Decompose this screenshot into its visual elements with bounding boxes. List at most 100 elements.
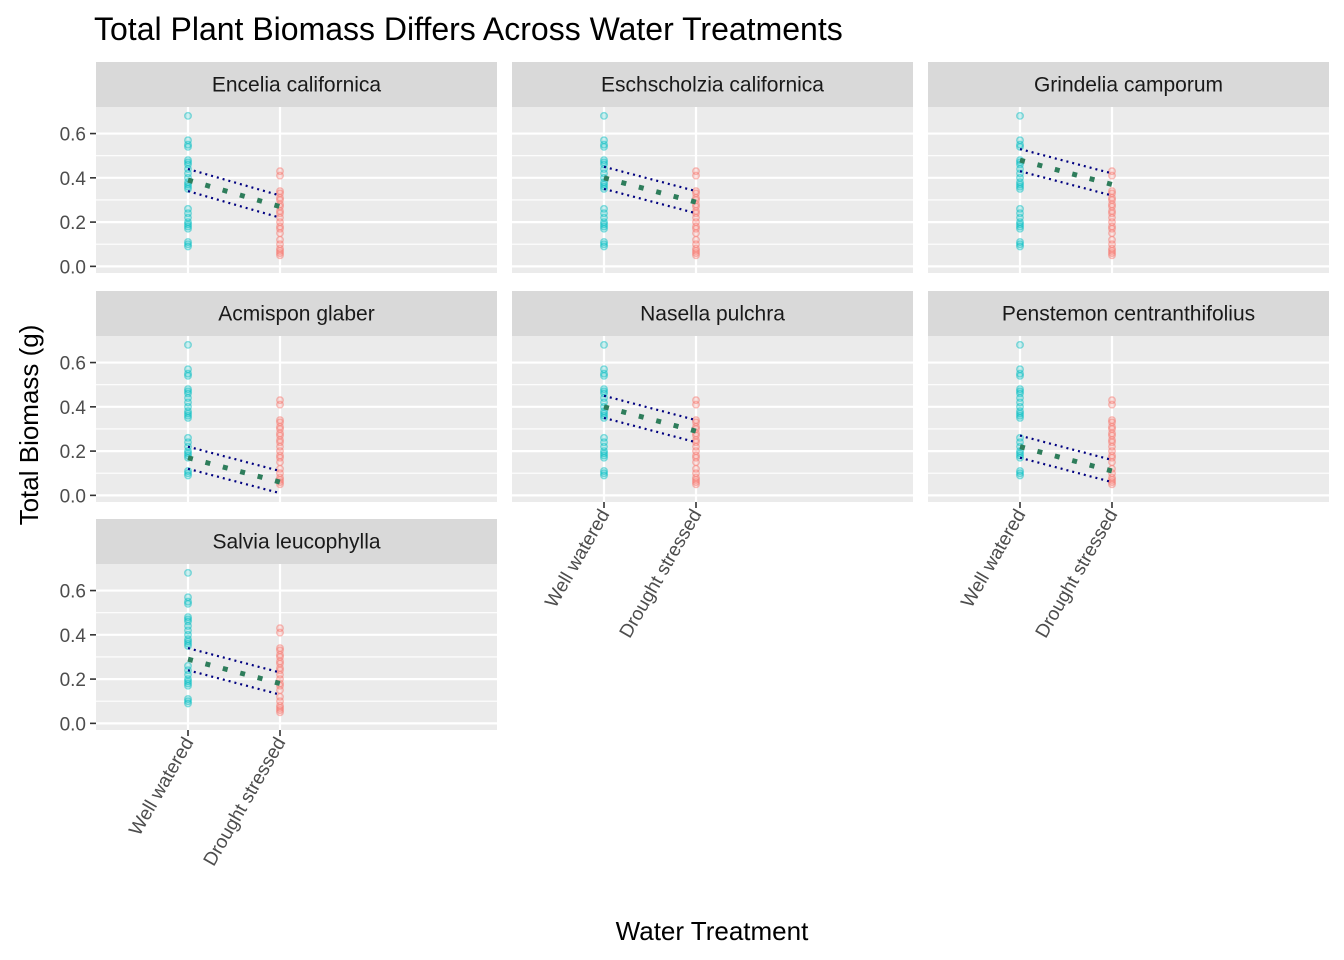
data-point [276,701,285,710]
data-point [183,675,192,684]
data-point [276,416,285,425]
data-point [183,389,192,398]
data-point [183,699,192,708]
data-point [600,467,609,476]
data-point [276,251,285,260]
ci-upper-line [187,647,281,674]
data-point [183,613,192,622]
data-point [600,204,609,213]
data-point [1107,442,1116,451]
data-point [1107,251,1116,260]
data-point [276,464,285,473]
points-salvia-leucophylla [183,568,285,717]
data-point [276,249,285,258]
strip-label-salvia-leucophylla: Salvia leucophylla [212,531,380,554]
facet-penstemon-centranthifolius: Penstemon centranthifolius [928,291,1329,502]
data-point [276,193,285,202]
data-point [276,708,285,717]
ci-lower-line [1019,170,1113,197]
data-point [276,167,285,176]
data-point [276,670,285,679]
data-point [276,222,285,231]
ci-upper-line [603,394,697,422]
data-point [1016,224,1025,233]
data-point [692,442,701,451]
data-point [276,209,285,218]
data-point [1016,413,1025,422]
ci-lower-line [187,669,281,696]
data-point [276,429,285,438]
ci-lower-line [603,187,697,215]
data-point [1016,449,1025,458]
y-tick-label: 0.2 [60,670,86,691]
data-point [276,246,285,255]
data-point [1107,246,1116,255]
data-point [692,218,701,227]
data-point [1107,235,1116,244]
data-point [600,238,609,247]
x-tick-label: Well watered [125,734,198,839]
data-point [1107,187,1116,196]
data-point [692,213,701,222]
strip-label-acmispon-glaber: Acmispon glaber [218,303,374,326]
data-point [692,451,701,460]
data-point [183,630,192,639]
facet-salvia-leucophylla: Salvia leucophylla 0.0 0.2 0.4 0.6 [60,519,497,735]
data-point [692,436,701,445]
data-point [183,695,192,704]
data-point [600,365,609,374]
data-point [692,222,701,231]
data-point [600,240,609,249]
data-point [183,568,192,577]
facet-encelia-californica: Encelia californica 0.0 0.2 0.4 0.6 [60,62,497,278]
data-point [1107,436,1116,445]
data-point [1107,218,1116,227]
data-point [183,224,192,233]
data-point [276,624,285,633]
data-point [276,189,285,198]
data-point [692,418,701,427]
data-point [276,650,285,659]
data-point [600,433,609,442]
ci-upper-line [187,167,281,197]
data-point [600,180,609,189]
data-point [276,451,285,460]
data-point [183,393,192,402]
data-point [692,473,701,482]
data-point [1016,173,1025,182]
data-point [183,637,192,646]
data-point [1016,182,1025,191]
data-point [183,471,192,480]
data-point [1016,467,1025,476]
data-point [276,447,285,456]
data-point [276,666,285,675]
data-point [692,458,701,467]
data-point [183,387,192,396]
data-point [600,209,609,218]
data-point [692,167,701,176]
data-point [276,244,285,253]
data-point [1107,422,1116,431]
data-point [276,235,285,244]
data-point [692,464,701,473]
data-point [600,453,609,462]
data-point [600,369,609,378]
data-point [183,677,192,686]
data-point [183,621,192,630]
data-point [276,224,285,233]
data-point [183,340,192,349]
data-point [276,706,285,715]
points-acmispon-glaber [183,340,285,489]
data-point [1107,416,1116,425]
data-point [1107,480,1116,489]
data-point [183,639,192,648]
data-point [692,235,701,244]
data-point [276,213,285,222]
data-point [276,438,285,447]
data-point [1016,371,1025,380]
data-point [1107,202,1116,211]
y-tick-label: 0.2 [60,442,86,463]
data-point [183,433,192,442]
data-point [692,475,701,484]
data-point [183,438,192,447]
